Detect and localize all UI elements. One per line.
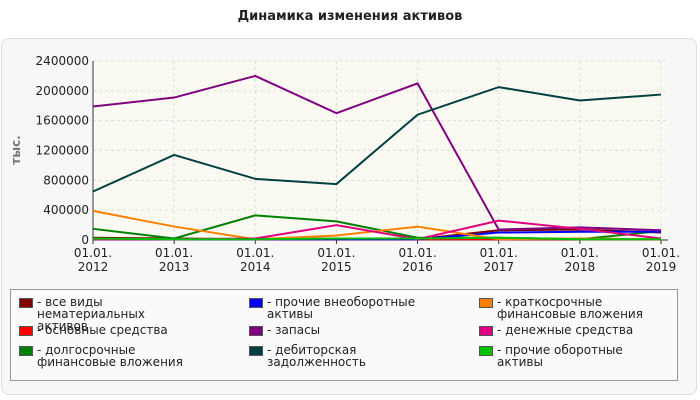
legend-label: - дебиторская задолженность: [267, 343, 366, 369]
legend-item[interactable]: - прочие оборотные активы: [479, 344, 679, 372]
legend-label: - прочие внеоборотные активы: [267, 295, 416, 321]
legend-item[interactable]: - дебиторская задолженность: [249, 344, 479, 372]
y-tick-label: 400000: [43, 203, 89, 217]
legend-item[interactable]: - запасы: [249, 324, 479, 344]
y-axis-label: тыс.: [9, 135, 23, 164]
x-tick-label: 01.01. 2015: [317, 246, 355, 274]
plot-area: [93, 61, 668, 240]
x-tick-label: 01.01. 2016: [398, 246, 436, 274]
legend-swatch: [19, 326, 33, 336]
legend-label: - краткосрочные финансовые вложения: [497, 295, 643, 321]
legend: - все виды нематериальных активов - основ…: [10, 289, 678, 381]
legend-item[interactable]: - денежные средства: [479, 324, 679, 344]
legend-item[interactable]: - все виды нематериальных активов: [19, 296, 249, 332]
series-line: [92, 86, 662, 193]
legend-label: - основные средства: [37, 323, 168, 337]
legend-item[interactable]: - основные средства: [19, 324, 249, 344]
y-tick-label: 1600000: [36, 114, 89, 128]
y-tick-label: 0: [81, 233, 89, 247]
legend-swatch: [249, 298, 263, 308]
x-tick-label: 01.01. 2019: [642, 246, 680, 274]
series-line: [92, 236, 661, 241]
x-tick-label: 01.01. 2012: [74, 246, 112, 274]
y-tick-label: 2000000: [36, 84, 89, 98]
legend-label: - все виды нематериальных активов: [37, 295, 145, 333]
x-tick-label: 01.01. 2018: [561, 246, 599, 274]
y-tick-label: 1200000: [36, 144, 89, 158]
legend-item[interactable]: - прочие внеоборотные активы: [249, 296, 479, 324]
legend-swatch: [19, 346, 33, 356]
legend-swatch: [249, 326, 263, 336]
legend-swatch: [479, 346, 493, 356]
legend-swatch: [19, 298, 33, 308]
legend-label: - прочие оборотные активы: [497, 343, 623, 369]
x-tick-label: 01.01. 2014: [236, 246, 274, 274]
chart-title: Динамика изменения активов: [238, 9, 463, 24]
legend-swatch: [249, 346, 263, 356]
y-tick-label: 800000: [43, 173, 89, 187]
legend-label: - денежные средства: [497, 323, 634, 337]
y-tick-label: 2400000: [36, 54, 89, 68]
x-tick-label: 01.01. 2017: [480, 246, 518, 274]
legend-label: - долгосрочные финансовые вложения: [37, 343, 183, 369]
legend-item[interactable]: - краткосрочные финансовые вложения: [479, 296, 679, 324]
x-tick-label: 01.01. 2013: [155, 246, 193, 274]
legend-item[interactable]: - долгосрочные финансовые вложения: [19, 344, 249, 372]
legend-label: - запасы: [267, 323, 321, 337]
legend-swatch: [479, 298, 493, 308]
legend-swatch: [479, 326, 493, 336]
